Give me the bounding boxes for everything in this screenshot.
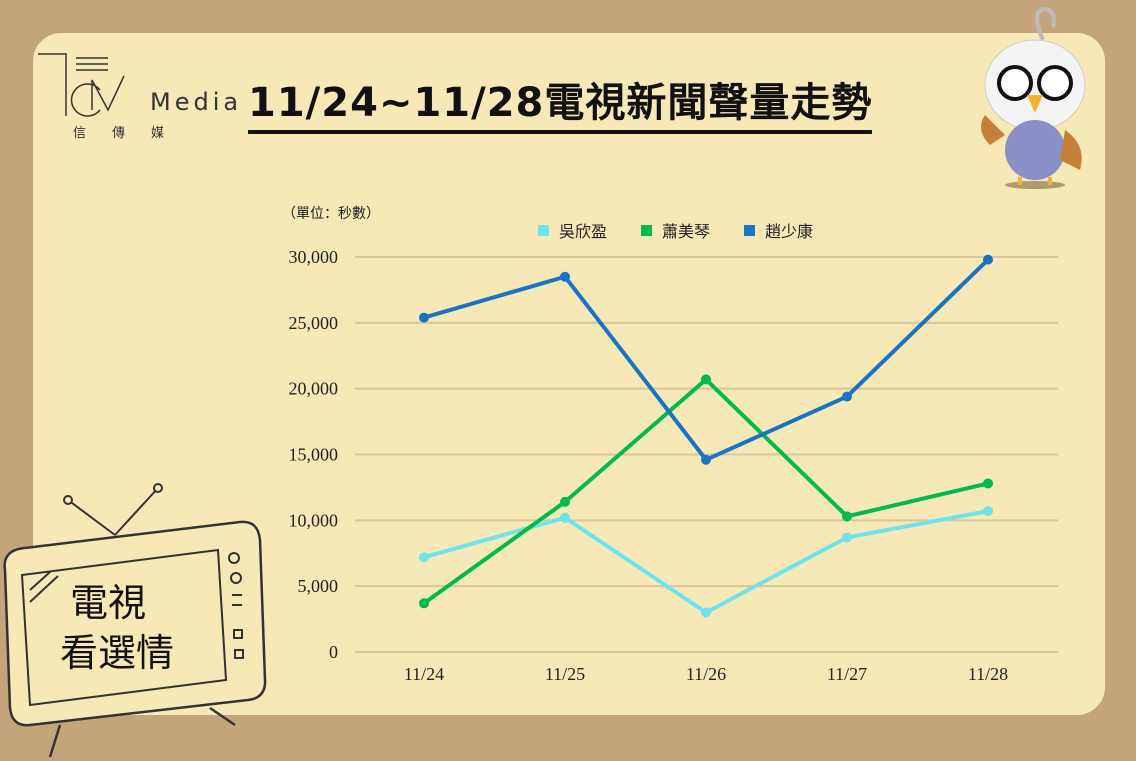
legend-item: 趙少康 (744, 218, 813, 242)
y-tick-label: 20,000 (289, 379, 339, 399)
legend-item: 吳欣盈 (538, 218, 607, 242)
page-title: 11/24~11/28電視新聞聲量走勢 (248, 70, 873, 134)
series-line (423, 258, 990, 462)
data-point (560, 496, 570, 507)
x-tick-label: 11/26 (686, 664, 726, 684)
legend-item: 蕭美琴 (641, 218, 710, 242)
tv-illustration: 電視 看選情 (0, 480, 280, 761)
mascot-illustration (975, 5, 1095, 194)
series-line (423, 509, 989, 615)
legend-swatch (641, 224, 653, 236)
data-point (701, 607, 711, 618)
logo-word: Media (150, 88, 243, 116)
x-tick-label: 11/24 (404, 664, 444, 684)
tv-badge-line2: 看選情 (60, 631, 175, 675)
data-point (983, 478, 993, 489)
y-tick-label: 30,000 (289, 247, 339, 267)
x-tick-label: 11/25 (545, 664, 585, 684)
data-point (701, 454, 711, 465)
x-tick-label: 11/27 (827, 664, 867, 684)
y-tick-label: 5,000 (298, 576, 339, 596)
data-point (419, 552, 429, 563)
data-point (560, 271, 570, 282)
data-point (842, 511, 852, 522)
y-tick-label: 15,000 (289, 445, 339, 465)
bird-mascot-icon (981, 6, 1086, 189)
data-point (419, 312, 429, 323)
legend-label: 趙少康 (765, 222, 814, 241)
data-point (983, 506, 993, 517)
y-tick-label: 0 (329, 642, 338, 662)
legend-swatch (744, 224, 756, 236)
y-tick-label: 25,000 (289, 313, 339, 333)
x-tick-label: 11/28 (968, 664, 1008, 684)
legend: 吳欣盈 蕭美琴 趙少康 (538, 218, 813, 242)
y-tick-label: 10,000 (289, 510, 339, 530)
legend-label: 吳欣盈 (559, 222, 608, 241)
unit-note: （單位：秒數） (282, 206, 380, 222)
tv-icon (3, 483, 267, 758)
data-point (701, 374, 711, 385)
legend-label: 蕭美琴 (662, 222, 711, 241)
data-point (983, 254, 993, 265)
tv-badge-line1: 電視 (70, 581, 147, 625)
data-point (842, 391, 852, 402)
logo-subtitle: 信傳媒 (73, 126, 191, 141)
logo: Media 信傳媒 (38, 46, 238, 146)
data-point (560, 512, 570, 523)
legend-swatch (538, 224, 549, 236)
logo-mark-icon (38, 53, 125, 117)
data-point (419, 598, 429, 609)
data-point (842, 532, 852, 543)
series-line (422, 377, 989, 605)
